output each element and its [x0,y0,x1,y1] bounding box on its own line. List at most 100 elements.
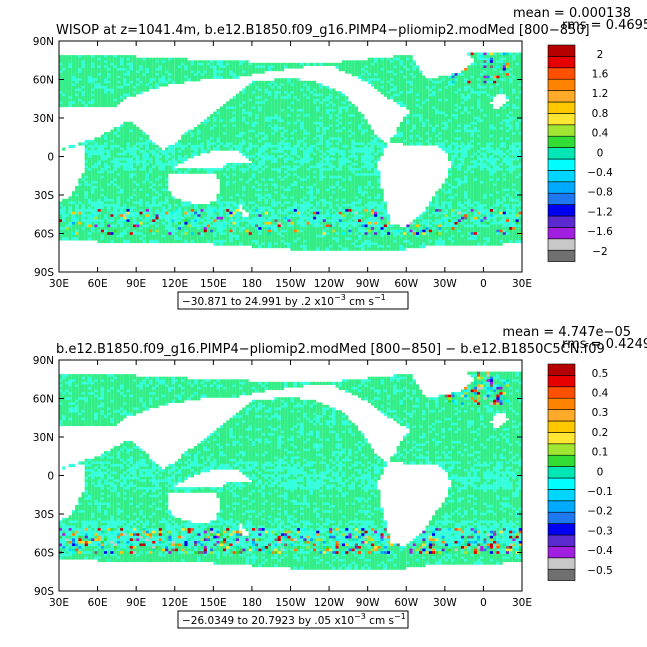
x-tick-label: 180 [242,597,262,609]
colorbar-swatch [547,181,576,194]
x-tick-label: 150W [275,597,306,609]
colorbar-label: 1.2 [592,88,609,100]
range-text: −26.0349 to 20.7923 by .05 x10 [182,615,354,627]
colorbar-swatch [547,215,576,228]
colorbar-label: −0.4 [587,167,613,179]
colorbar-swatch [547,386,576,399]
colorbar-swatch [547,420,576,433]
colorbar: 0.5 0.4 0.3 0.2 0.1 0 −0.1 −0.2 −0.3 −0.4 −0.5 [547,363,613,581]
colorbar-swatch [547,443,576,456]
mean-label: mean = 0.000138 [513,6,631,21]
y-tick-label: 30S [34,509,54,521]
y-tick-label: 90N [33,36,54,48]
colorbar-swatch [547,56,576,69]
colorbar-swatch [547,534,576,547]
panel-2: 30E 60E 90E 120E 150E 180 150W 120W 90W 60W 30W 0 30… [33,325,647,629]
ocean-field [59,52,522,251]
y-tick-label: 90N [33,355,54,367]
x-tick-label: 30E [512,278,532,290]
x-tick-label: 60W [394,597,418,609]
x-tick-label: 120W [314,278,345,290]
colorbar-swatch [547,170,576,183]
x-tick-label: 60W [394,278,418,290]
colorbar-label: 0 [597,466,604,478]
colorbar-swatch [547,557,576,570]
colorbar-swatch [547,135,576,148]
y-tick-label: 90S [34,267,54,279]
colorbar-swatch [547,227,576,240]
colorbar-label: −0.2 [587,506,613,518]
colorbar-swatch [547,432,576,445]
colorbar-label: 0.5 [592,368,609,380]
x-tick-label: 120E [161,597,188,609]
colorbar-label: 0.8 [592,108,609,120]
x-tick-label: 30E [49,278,69,290]
colorbar-swatch [547,204,576,217]
x-tick-label: 0 [480,278,487,290]
colorbar-label: 0.3 [592,407,609,419]
range-text: −30.871 to 24.991 by .2 x10 [182,296,334,308]
x-tick-label: 120W [314,597,345,609]
colorbar-swatch [547,466,576,479]
colorbar-label: −0.8 [587,187,613,199]
y-tick-label: 0 [47,152,54,164]
colorbar-swatch [547,192,576,205]
range-unit-exponent: −1 [374,293,386,302]
colorbar-swatch [547,546,576,559]
range-unit: cm s [366,615,394,627]
colorbar-label: −1.2 [587,206,613,218]
colorbar-swatch [547,477,576,490]
range-unit: cm s [346,296,374,308]
colorbar-label: −0.5 [587,565,613,577]
colorbar-label: −0.4 [587,545,613,557]
x-tick-label: 30E [512,597,532,609]
y-tick-label: 60S [34,229,54,241]
colorbar-swatch [547,375,576,388]
x-tick-label: 180 [242,278,262,290]
y-tick-label: 60N [33,75,54,87]
colorbar-swatch [547,249,576,262]
colorbar-label: 1.6 [592,69,609,81]
x-tick-label: 60E [88,597,108,609]
colorbar-label: 0.4 [592,388,609,400]
colorbar-label: −2 [592,246,607,258]
colorbar-label: 0.2 [592,427,609,439]
range-unit-exponent: −1 [394,612,406,621]
y-tick-label: 30S [34,190,54,202]
colorbar-swatch [547,158,576,171]
colorbar-label: 0.4 [592,128,609,140]
colorbar-swatch [547,113,576,126]
panel-title: WISOP at z=1041.4m, b.e12.B1850.f09_g16.… [56,23,590,38]
colorbar-swatch [547,511,576,524]
rms-label: rms = 0.4695 [562,18,647,33]
ocean-field [59,371,522,570]
rms-label: rms = 0.4249 [562,337,647,352]
colorbar-swatch [547,67,576,80]
y-tick-label: 90S [34,586,54,598]
colorbar-label: −1.6 [587,226,613,238]
colorbar-swatch [547,124,576,137]
x-tick-label: 0 [480,597,487,609]
range-label: −26.0349 to 20.7923 by .05 x10−3 cm s−1 [182,612,406,627]
colorbar-swatch [547,90,576,103]
y-tick-label: 30N [33,113,54,125]
x-tick-label: 90E [126,278,146,290]
colorbar-swatch [547,101,576,114]
x-tick-label: 150W [275,278,306,290]
x-tick-label: 60E [88,278,108,290]
x-tick-label: 120E [161,278,188,290]
x-tick-label: 90W [356,597,380,609]
x-tick-label: 150E [200,597,227,609]
x-tick-label: 30W [433,278,457,290]
colorbar-swatch [547,454,576,467]
y-tick-label: 30N [33,432,54,444]
range-box [177,610,409,629]
colorbar-swatch [547,500,576,513]
colorbar-swatch [547,238,576,251]
colorbar-swatch [547,78,576,91]
x-tick-label: 30E [49,597,69,609]
colorbar-swatch [547,568,576,581]
range-exponent: −3 [334,293,346,302]
panel-title: b.e12.B1850.f09_g16.PIMP4−pliomip2.modMe… [56,342,605,357]
